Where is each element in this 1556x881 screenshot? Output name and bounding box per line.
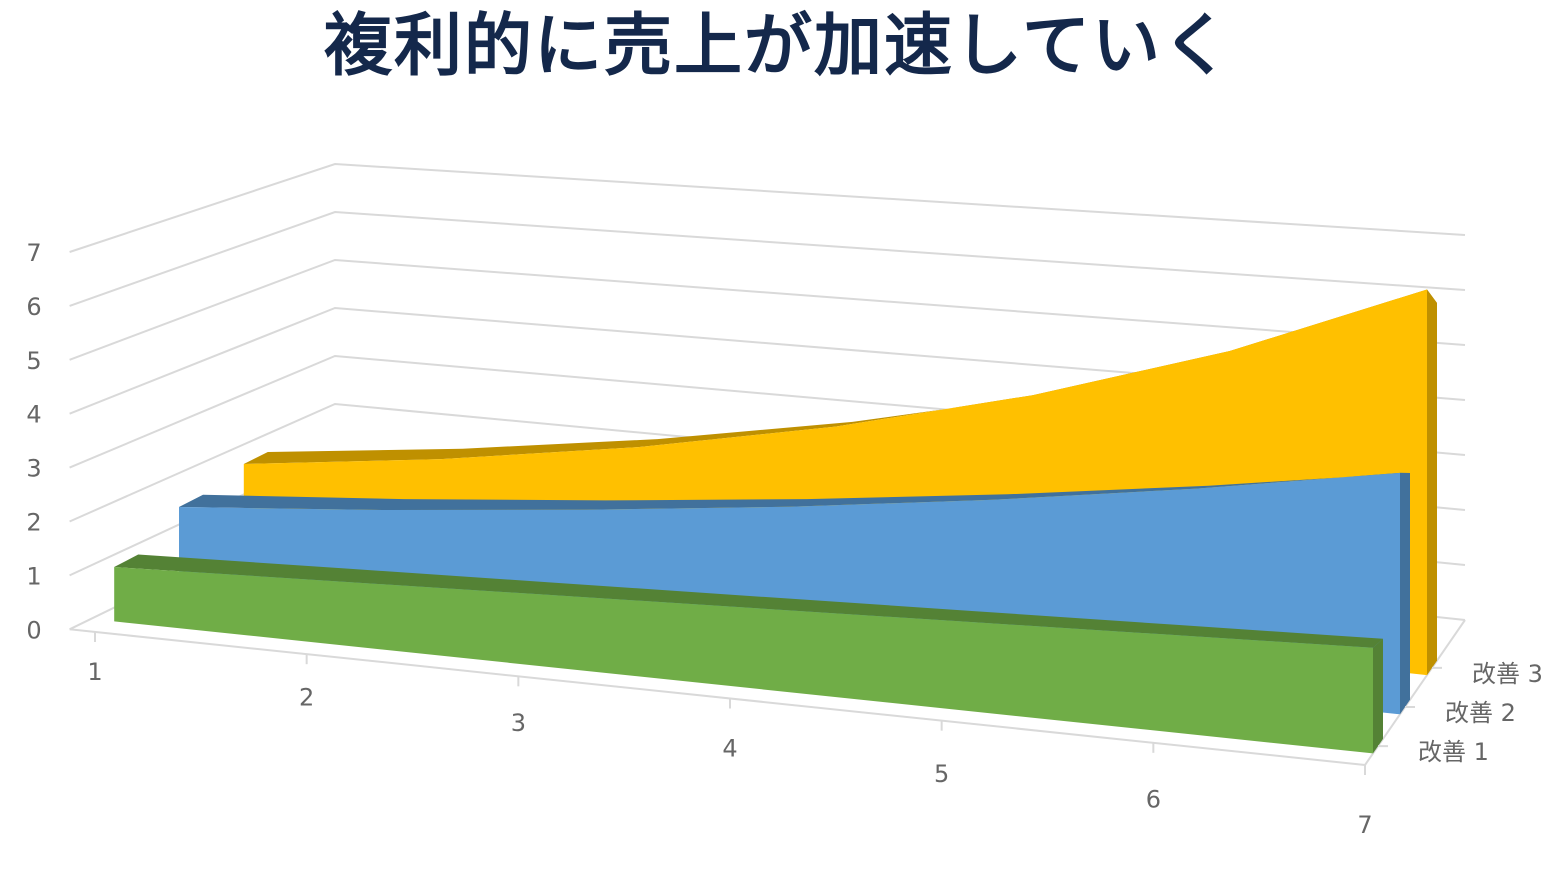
series-top-2 [179,472,1410,510]
series-side-3 [1427,289,1437,676]
x-tick-label: 2 [299,684,314,712]
y-tick-label: 4 [26,401,41,429]
y-tick-label: 7 [26,239,41,267]
gridline [69,162,1466,253]
series-label: 改善 1 [1418,738,1489,766]
x-tick-label: 4 [722,735,737,763]
y-tick-label: 2 [26,509,41,537]
x-tick-label: 5 [934,760,949,788]
gridline [69,258,1466,361]
y-tick-label: 0 [26,616,41,644]
series-label: 改善 2 [1445,699,1516,727]
series-area-1 [114,567,1374,754]
x-tick-label: 1 [87,658,102,686]
series-side-1 [1373,638,1383,754]
y-tick-label: 3 [26,455,41,483]
series-top-1 [114,554,1384,648]
y-tick-label: 1 [26,562,41,590]
y-tick-label: 6 [26,293,41,321]
y-tick-label: 5 [26,347,41,375]
x-tick-label: 3 [511,709,526,737]
chart-title: 複利的に売上が加速していく [324,6,1232,86]
x-tick-label: 7 [1357,811,1372,839]
gridline [69,306,1466,415]
gridline [69,210,1466,307]
x-tick-label: 6 [1146,786,1161,814]
x-axis-line [69,628,1366,766]
series-label: 改善 3 [1472,660,1543,688]
series-side-2 [1400,472,1410,715]
